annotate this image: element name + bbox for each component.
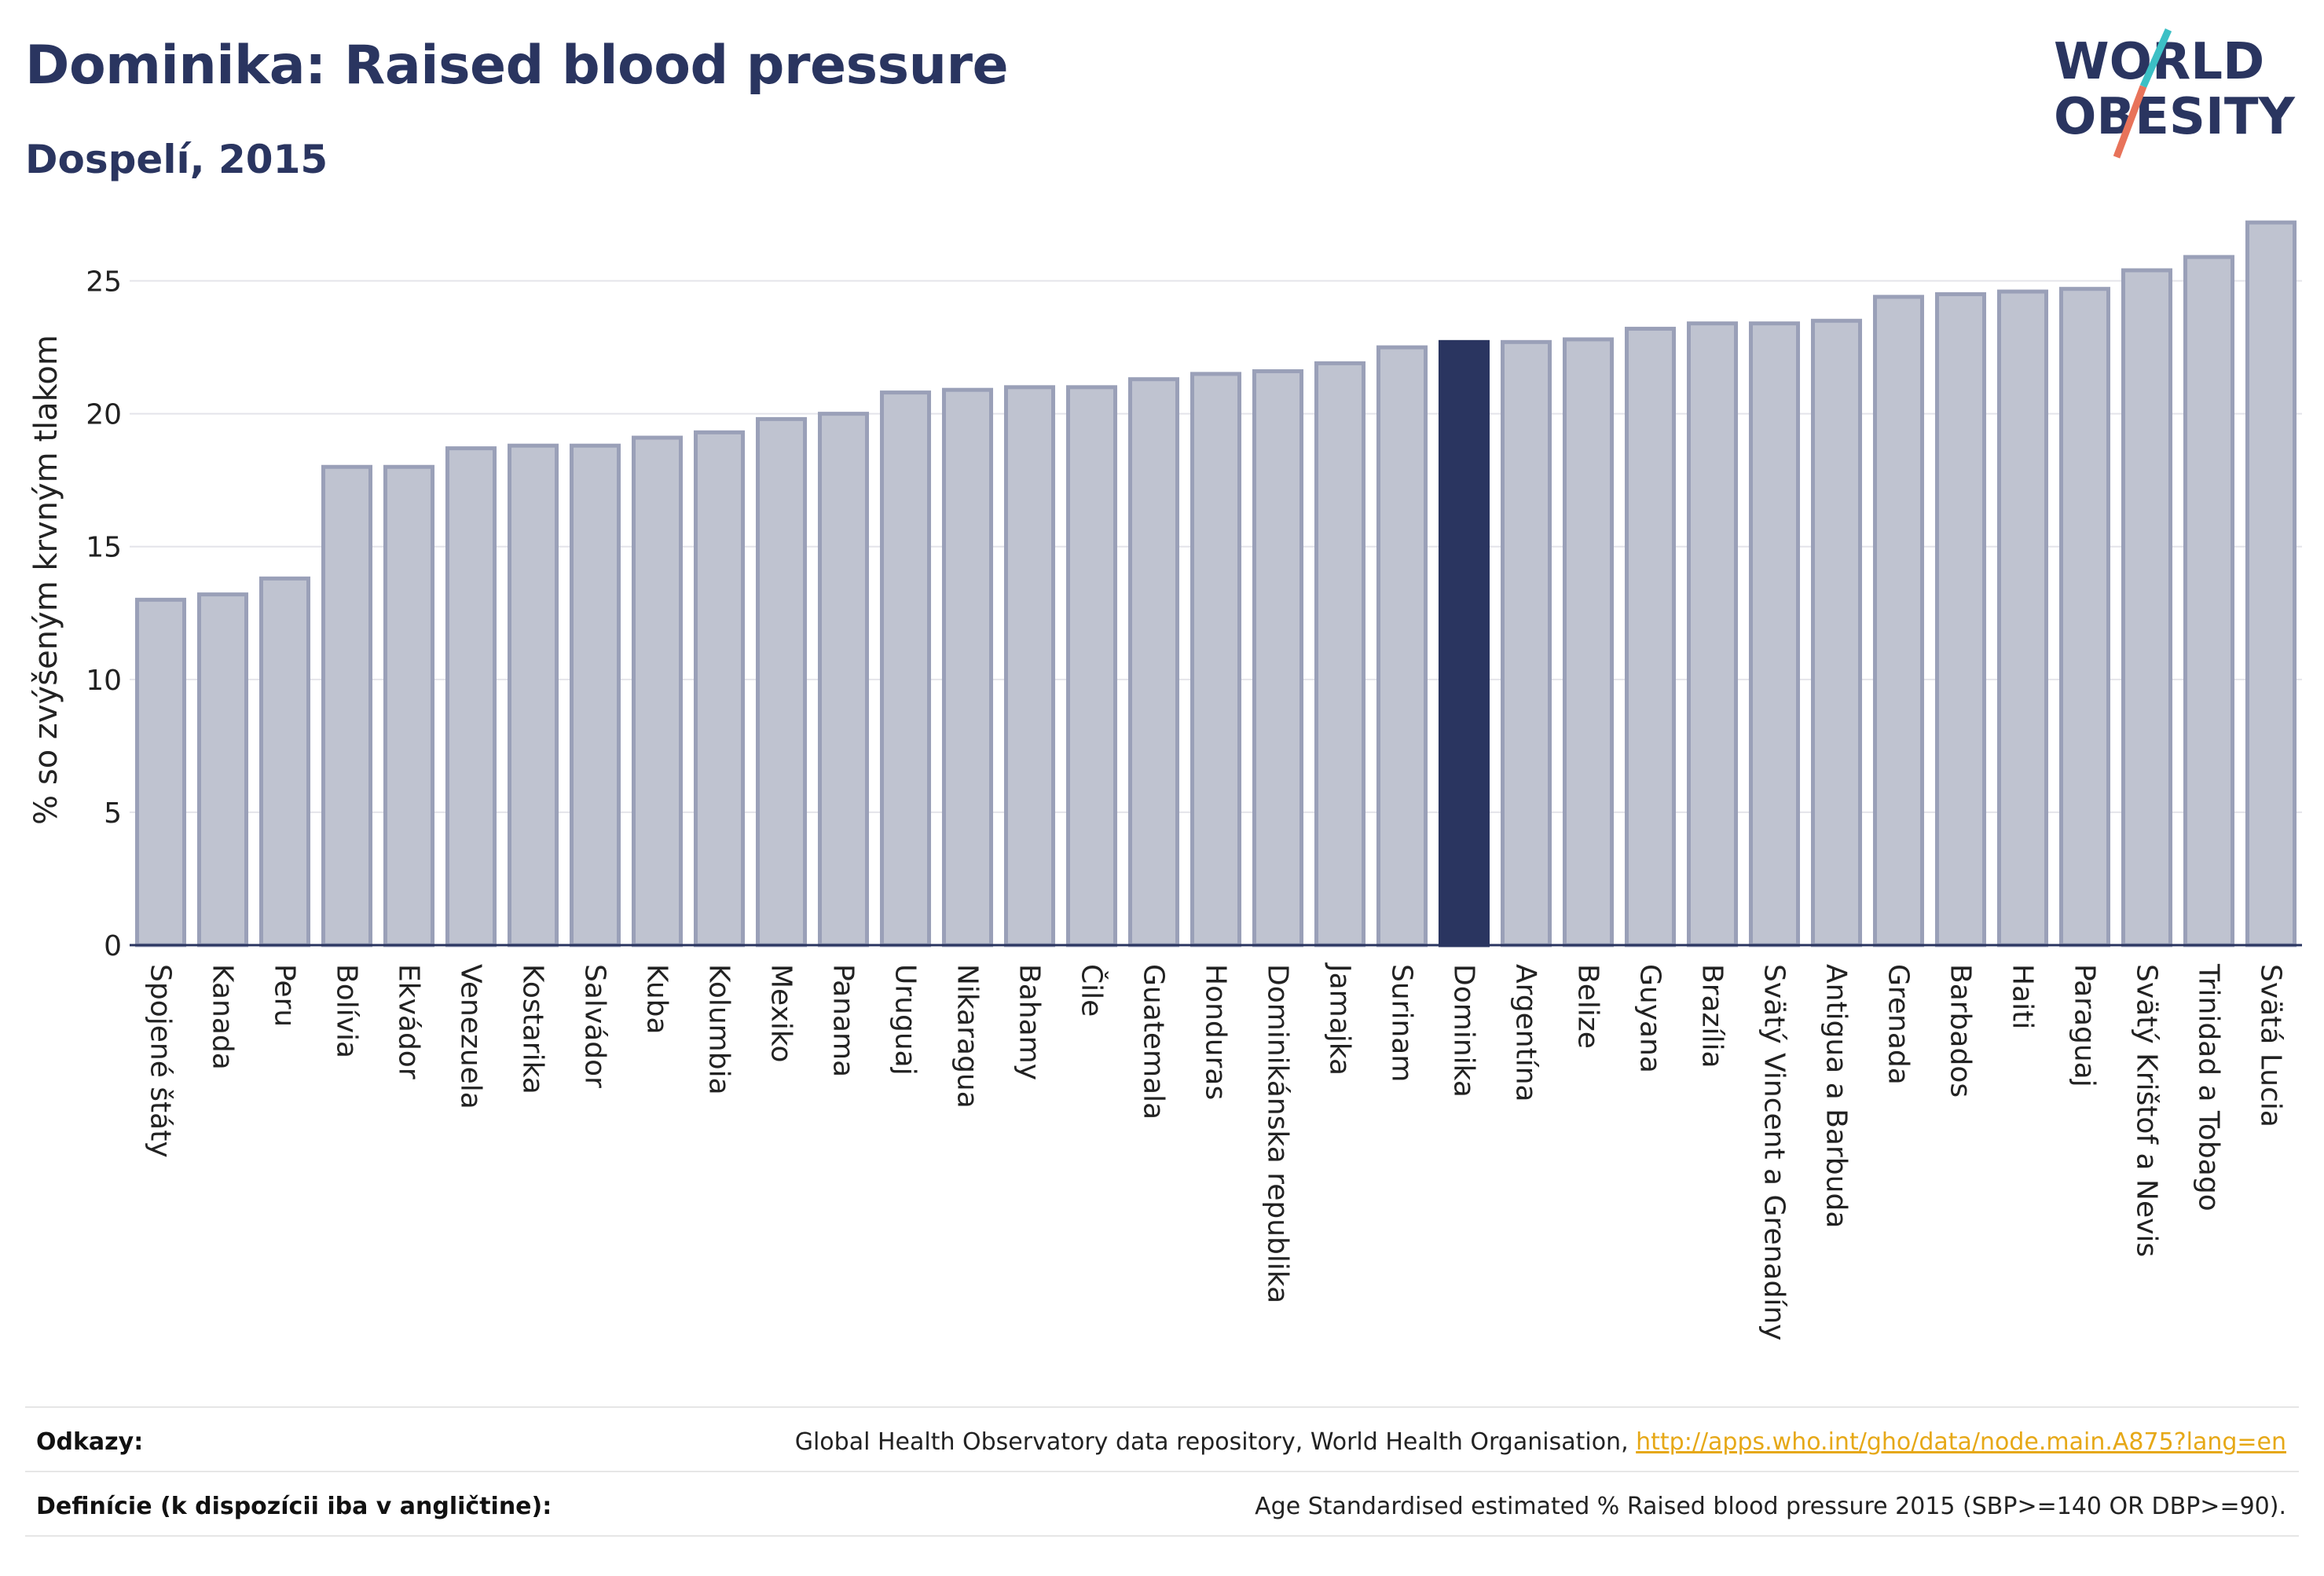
logo-slash-teal [2139, 28, 2172, 88]
x-tick-label: Trinidad a Tobago [2193, 963, 2225, 1211]
bars [134, 220, 2297, 947]
bar [321, 464, 373, 947]
sources-description: Global Health Observatory data repositor… [794, 1428, 1637, 1456]
x-tick-label: Honduras [1200, 964, 1232, 1100]
bar [941, 387, 994, 947]
x-tick-label: Antigua a Barbuda [1820, 964, 1853, 1228]
bar [693, 430, 746, 947]
y-tick-label: 5 [104, 797, 122, 830]
chart-title: Dominika: Raised blood pressure [25, 35, 1009, 97]
bar [1065, 385, 1118, 947]
x-tick-label: Argentína [1510, 964, 1542, 1102]
footer-divider-top [25, 1406, 2299, 1408]
bar-chart: 0 5 10 15 20 25 Spojené štáty Kanada Peru Bolívi… [28, 220, 2302, 1340]
bar [1500, 339, 1552, 947]
x-tick-label: Barbados [1945, 964, 1977, 1098]
x-tick-label: Kostarika [517, 964, 549, 1094]
x-tick-label: Spojené štáty [145, 964, 177, 1158]
x-tick-label: Panama [827, 964, 860, 1077]
bar [134, 597, 187, 947]
x-tick-label: Uruguaj [889, 964, 922, 1076]
x-tick-label: Haiti [2007, 964, 2039, 1029]
y-axis-ticks: 0 5 10 15 20 25 [86, 266, 122, 962]
x-tick-label: Belize [1572, 964, 1604, 1049]
bar [1252, 369, 1304, 947]
x-tick-label: Surinam [1386, 964, 1418, 1082]
bar [1872, 295, 1925, 947]
y-tick-label: 25 [86, 266, 122, 299]
x-tick-label: Dominikánska republika [1262, 964, 1294, 1303]
x-tick-label: Mexiko [765, 964, 797, 1062]
bar [1314, 361, 1366, 947]
x-tick-label: Grenada [1882, 964, 1915, 1085]
x-tick-label: Guatemala [1138, 964, 1170, 1120]
bar [2183, 255, 2235, 947]
x-tick-label: Dominika [1448, 964, 1480, 1098]
footer-divider-middle [25, 1471, 2299, 1472]
bar [1189, 372, 1242, 947]
definitions-text: Age Standardised estimated % Raised bloo… [1255, 1493, 2286, 1520]
sources-link[interactable]: http://apps.who.int/gho/data/node.main.A… [1636, 1428, 2286, 1456]
bar [1934, 291, 1987, 947]
bar [1624, 326, 1677, 947]
y-tick-label: 10 [86, 665, 122, 697]
bar [445, 446, 497, 947]
x-tick-label: Svätý Vincent a Grenadíny [1758, 964, 1791, 1340]
x-tick-label: Peru [269, 964, 301, 1027]
bar [1748, 321, 1801, 947]
world-obesity-logo: WORLD OBESITY [2054, 28, 2295, 159]
x-tick-label: Nikaragua [951, 964, 984, 1109]
bar [1810, 318, 1863, 947]
y-tick-label: 20 [86, 399, 122, 431]
bar [1003, 385, 1056, 947]
sources-text: Global Health Observatory data repositor… [795, 1428, 2286, 1456]
x-tick-label: Bahamy [1014, 964, 1046, 1080]
bar [258, 576, 311, 947]
bar [879, 390, 932, 947]
sources-label: Odkazy: [36, 1428, 144, 1456]
y-axis-label: % so zvýšeným krvným tlakom [28, 335, 64, 825]
bar [2245, 220, 2297, 947]
definitions-label: Definície (k dispozícii iba v angličtine… [36, 1493, 552, 1520]
x-axis-ticks: Spojené štáty Kanada Peru Bolívia Ekvádor Ven… [145, 962, 2287, 1340]
bar [1996, 289, 2049, 947]
y-tick-label: 15 [86, 532, 122, 564]
x-tick-label: Kanada [207, 964, 239, 1070]
bar [1127, 377, 1180, 947]
bar-highlighted [1438, 339, 1490, 947]
chart-subtitle: Dospelí, 2015 [25, 137, 328, 182]
bar [2058, 287, 2111, 947]
x-tick-label: Kolumbia [703, 964, 735, 1095]
y-tick-label: 0 [104, 930, 122, 962]
x-tick-label: Svätý Krištof a Nevis [2131, 964, 2163, 1257]
bar [817, 412, 870, 947]
x-tick-label: Salvádor [579, 964, 611, 1088]
logo-line2: OBESITY [2054, 88, 2295, 146]
bar [2121, 268, 2173, 947]
bar [755, 416, 808, 947]
x-tick-label: Guyana [1634, 964, 1666, 1073]
bar [631, 435, 684, 947]
x-tick-label: Ekvádor [393, 964, 425, 1079]
bar [507, 443, 559, 947]
x-tick-label: Brazília [1696, 964, 1728, 1068]
x-tick-label: Kuba [641, 964, 673, 1035]
footer-divider-bottom [25, 1535, 2299, 1537]
logo-slash-coral [2113, 85, 2147, 159]
bar [383, 464, 435, 947]
x-tick-label: Čile [1076, 964, 1109, 1017]
bar [1376, 345, 1428, 947]
bar [196, 592, 249, 947]
bar [1562, 337, 1615, 947]
bar [569, 443, 621, 947]
x-tick-label: Paraguaj [2069, 964, 2101, 1087]
x-tick-label: Bolívia [331, 964, 363, 1058]
x-tick-label: Venezuela [455, 964, 487, 1109]
x-tick-label: Jamajka [1324, 962, 1356, 1076]
x-tick-label: Svätá Lucia [2255, 964, 2287, 1127]
bar [1686, 321, 1739, 947]
